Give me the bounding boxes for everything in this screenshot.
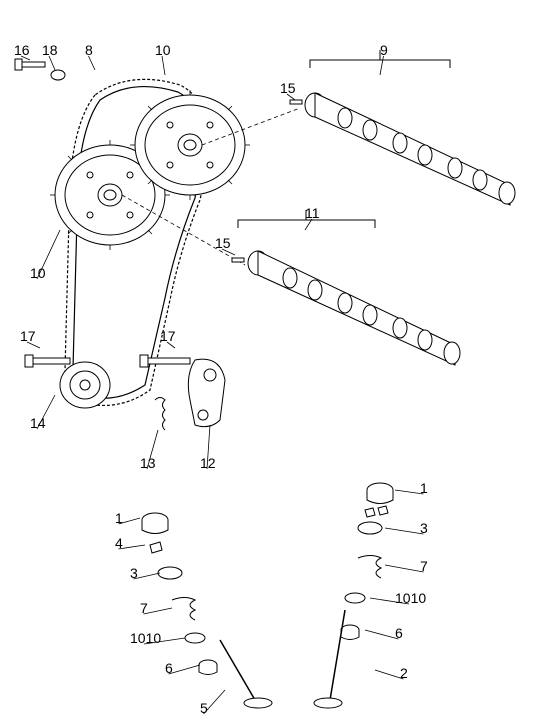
callout-c1010a: 1010 [130, 630, 161, 646]
bolt-right [140, 355, 190, 430]
callout-c2: 2 [400, 665, 408, 681]
auto-tensioner [188, 359, 225, 427]
callout-c8: 8 [85, 42, 93, 58]
callout-c6a: 6 [165, 660, 173, 676]
callout-c1b: 1 [420, 480, 428, 496]
callout-c6b: 6 [395, 625, 403, 641]
camshaft-lower [232, 251, 460, 365]
callout-brackets [238, 50, 450, 228]
callout-c13: 13 [140, 455, 156, 471]
callout-c1010b: 1010 [395, 590, 426, 606]
callout-c14: 14 [30, 415, 46, 431]
callout-c12: 12 [200, 455, 216, 471]
callout-c7b: 7 [420, 558, 428, 574]
callout-c9: 9 [380, 42, 388, 58]
callout-c4: 4 [115, 535, 123, 551]
callout-c18: 18 [42, 42, 58, 58]
callout-c16: 16 [14, 42, 30, 58]
tensioner-pulley [60, 362, 110, 408]
bolt-washer-top [15, 59, 65, 80]
callout-c3b: 3 [420, 520, 428, 536]
callout-c17b: 17 [160, 328, 176, 344]
callout-c15a: 15 [280, 80, 296, 96]
sprocket-gear-right [130, 90, 250, 200]
valve-stack-right [314, 483, 393, 708]
callout-c10b: 10 [30, 265, 46, 281]
diagram-svg [0, 0, 547, 725]
callout-c1a: 1 [115, 510, 123, 526]
bolt-left [25, 355, 70, 367]
callout-c5: 5 [200, 700, 208, 716]
callout-c3a: 3 [130, 565, 138, 581]
callout-c10a: 10 [155, 42, 171, 58]
callout-c15b: 15 [215, 235, 231, 251]
callout-c7a: 7 [140, 600, 148, 616]
callout-c17a: 17 [20, 328, 36, 344]
camshaft-upper [290, 93, 515, 205]
callout-c11: 11 [305, 205, 320, 221]
